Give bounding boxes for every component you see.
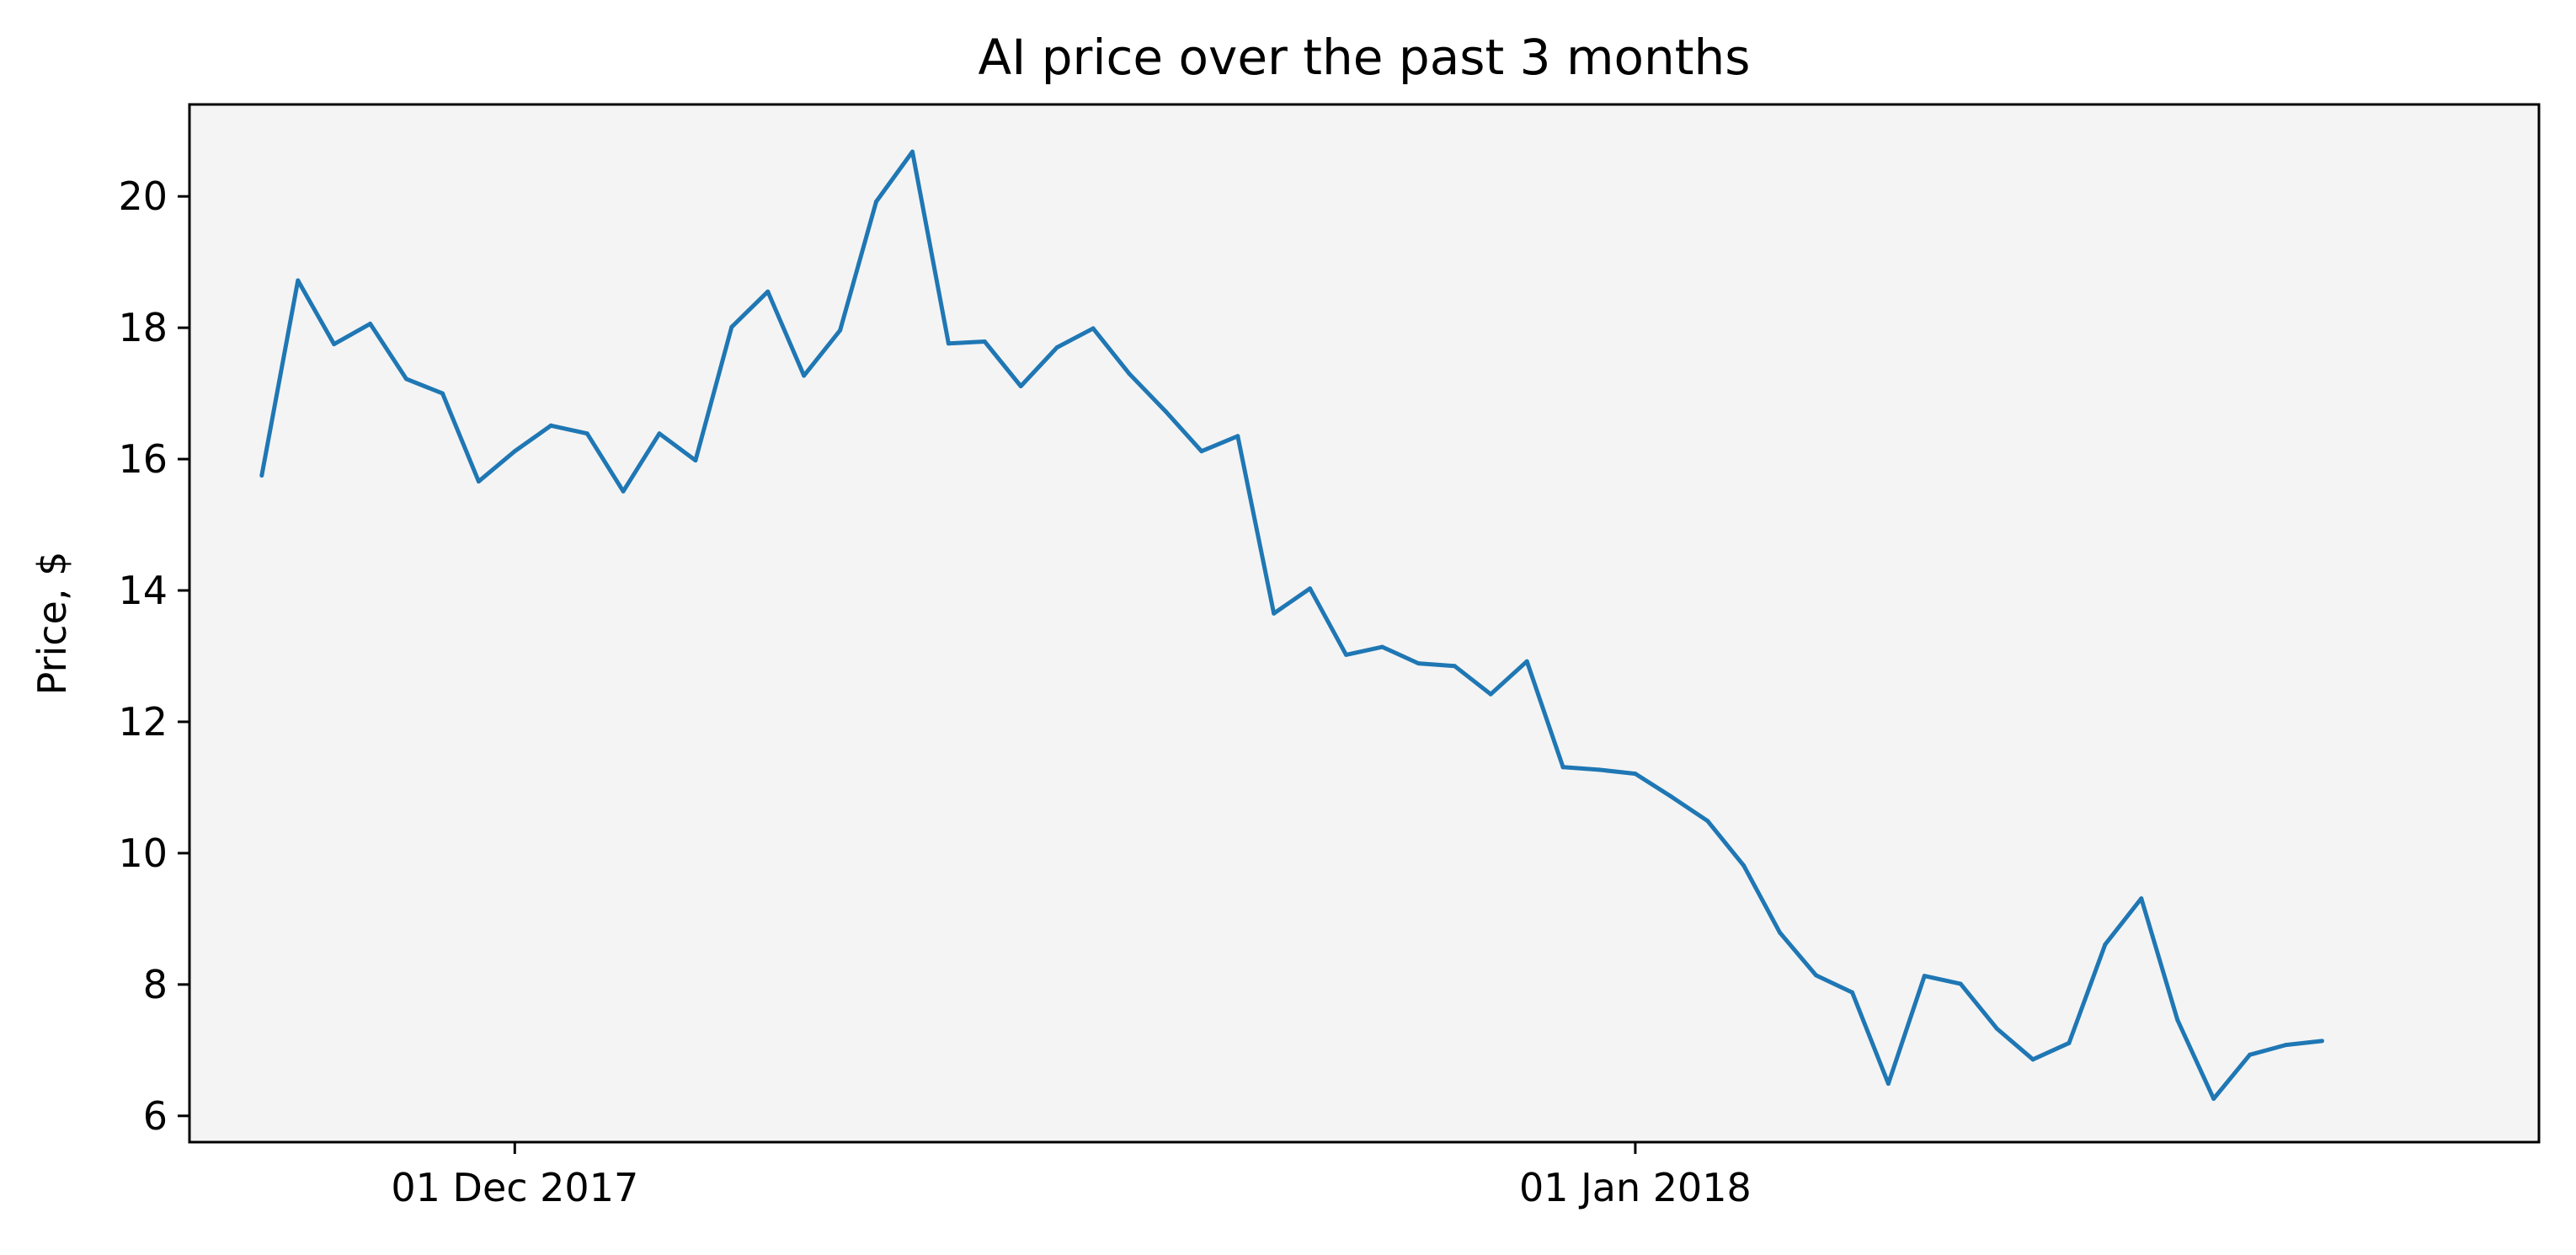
data-point (548, 423, 553, 428)
data-point (440, 391, 445, 396)
y-tick-label: 6 (143, 1093, 168, 1139)
data-point (368, 321, 373, 326)
data-point (296, 278, 301, 283)
plot-frame (188, 103, 2541, 1144)
data-point (946, 341, 951, 346)
data-point (1488, 692, 1493, 697)
x-tick-label: 01 Jan 2018 (1519, 1165, 1752, 1210)
y-tick-label: 12 (118, 699, 168, 745)
data-point (1308, 586, 1313, 591)
data-point (982, 339, 987, 344)
data-point (512, 449, 517, 454)
series-line (259, 149, 2323, 1101)
data-point (657, 431, 662, 436)
data-point (1885, 1081, 1891, 1087)
data-point (1416, 661, 1421, 666)
data-point (1814, 973, 1818, 978)
data-point (332, 342, 337, 347)
data-point (584, 431, 589, 436)
data-point (910, 149, 915, 154)
data-point (1524, 659, 1529, 664)
data-point (1380, 644, 1384, 649)
data-point (1452, 664, 1457, 669)
data-point (1127, 371, 1132, 376)
data-point (2067, 1040, 2072, 1045)
data-point (1741, 863, 1747, 868)
data-point (2139, 896, 2144, 901)
data-point (1633, 772, 1638, 777)
data-point (1669, 794, 1674, 799)
plot-background (189, 104, 2539, 1142)
data-point (1199, 449, 1204, 454)
data-point (621, 489, 626, 494)
data-point (693, 458, 698, 463)
data-point (838, 328, 843, 333)
data-point (1597, 767, 1602, 772)
data-point (2284, 1043, 2288, 1048)
data-point (2211, 1097, 2216, 1101)
x-tick-label: 01 Dec 2017 (391, 1165, 638, 1210)
data-point (259, 473, 264, 478)
data-point (476, 479, 481, 484)
y-axis-label: Price, $ (29, 552, 75, 696)
data-point (1705, 819, 1710, 824)
y-axis-ticks: 6 8 10 12 14 16 18 20 (118, 174, 189, 1139)
data-point (1958, 981, 1963, 986)
data-point (802, 373, 807, 378)
data-point (1344, 652, 1348, 657)
chart-title: AI price over the past 3 months (979, 29, 1751, 86)
data-point (404, 376, 408, 382)
data-point (874, 199, 878, 204)
y-tick-label: 14 (118, 568, 168, 613)
y-tick-label: 8 (143, 962, 168, 1007)
data-point (1560, 765, 1565, 770)
y-tick-label: 16 (118, 436, 168, 482)
data-points (259, 149, 2324, 1101)
data-point (1850, 990, 1854, 995)
data-point (1272, 611, 1277, 616)
data-point (765, 289, 771, 294)
data-point (1235, 434, 1240, 439)
data-point (2248, 1052, 2253, 1057)
data-point (729, 324, 734, 329)
y-tick-label: 20 (118, 174, 168, 219)
data-point (2103, 942, 2108, 947)
data-point (1994, 1026, 1999, 1031)
data-point (1163, 409, 1168, 414)
data-point (2030, 1057, 2035, 1062)
data-point (1778, 930, 1783, 935)
data-point (2320, 1039, 2324, 1044)
data-point (1018, 384, 1023, 388)
data-point (1091, 326, 1096, 331)
data-point (1922, 974, 1927, 979)
y-tick-label: 18 (118, 305, 168, 350)
x-axis-ticks: 01 Dec 2017 01 Jan 2018 (391, 1142, 1752, 1210)
y-tick-label: 10 (118, 830, 168, 876)
data-point (2175, 1017, 2180, 1023)
data-point (1054, 345, 1059, 350)
